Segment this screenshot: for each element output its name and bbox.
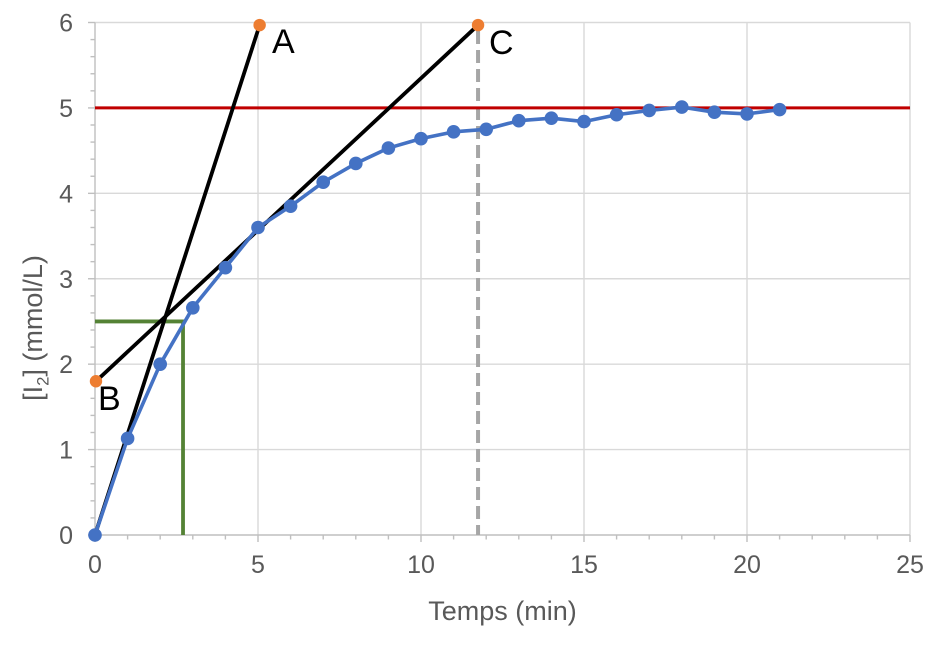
series-marker bbox=[316, 175, 331, 190]
y-tick-label: 6 bbox=[59, 10, 73, 38]
y-tick-label: 3 bbox=[59, 266, 73, 294]
x-tick-label: 0 bbox=[88, 551, 102, 579]
y-tick-label: 4 bbox=[59, 180, 73, 208]
series-marker bbox=[218, 260, 233, 275]
series-marker bbox=[479, 122, 494, 137]
series-marker bbox=[544, 111, 559, 125]
y-tick-label: 2 bbox=[59, 351, 73, 379]
point-marker-a bbox=[253, 18, 266, 32]
x-tick-label: 25 bbox=[896, 551, 924, 579]
series-marker bbox=[772, 102, 787, 117]
y-axis-title-suffix: ] (mmol/L) bbox=[18, 255, 48, 377]
x-tick-label: 20 bbox=[733, 551, 761, 579]
series-marker bbox=[349, 156, 363, 171]
series-marker bbox=[153, 357, 167, 371]
y-axis-title-prefix: [I bbox=[18, 385, 48, 401]
x-tick-label: 15 bbox=[570, 551, 598, 579]
y-tick-label: 0 bbox=[59, 522, 73, 550]
halftime-marker-line bbox=[95, 319, 185, 535]
series-marker bbox=[577, 114, 591, 129]
point-marker-b bbox=[89, 375, 103, 388]
point-marker-c bbox=[471, 18, 485, 32]
series-marker bbox=[88, 528, 102, 542]
y-axis-title: [I2] (mmol/L) bbox=[16, 188, 53, 468]
series-marker bbox=[446, 125, 461, 139]
series-marker bbox=[609, 107, 624, 122]
series-marker bbox=[707, 105, 722, 119]
series-marker bbox=[414, 131, 428, 146]
y-tick-label: 5 bbox=[59, 95, 73, 123]
point-label-c: C bbox=[489, 24, 514, 62]
series-marker bbox=[120, 431, 135, 446]
point-label-a: A bbox=[272, 23, 295, 61]
series-marker bbox=[283, 199, 298, 213]
series-marker bbox=[740, 107, 754, 121]
series-marker bbox=[381, 141, 396, 155]
x-axis-title: Temps (min) bbox=[428, 596, 577, 626]
x-tick-label: 10 bbox=[407, 551, 435, 579]
series-marker bbox=[675, 100, 689, 114]
series-marker bbox=[251, 220, 265, 235]
x-tick-label: 5 bbox=[251, 551, 265, 579]
point-label-b: B bbox=[98, 380, 121, 418]
series-line bbox=[93, 105, 780, 536]
series-marker bbox=[512, 113, 526, 128]
y-axis-title-subscript: 2 bbox=[33, 376, 53, 386]
series-marker bbox=[642, 103, 656, 118]
y-tick-label: 1 bbox=[59, 437, 73, 465]
series-marker bbox=[186, 300, 200, 315]
